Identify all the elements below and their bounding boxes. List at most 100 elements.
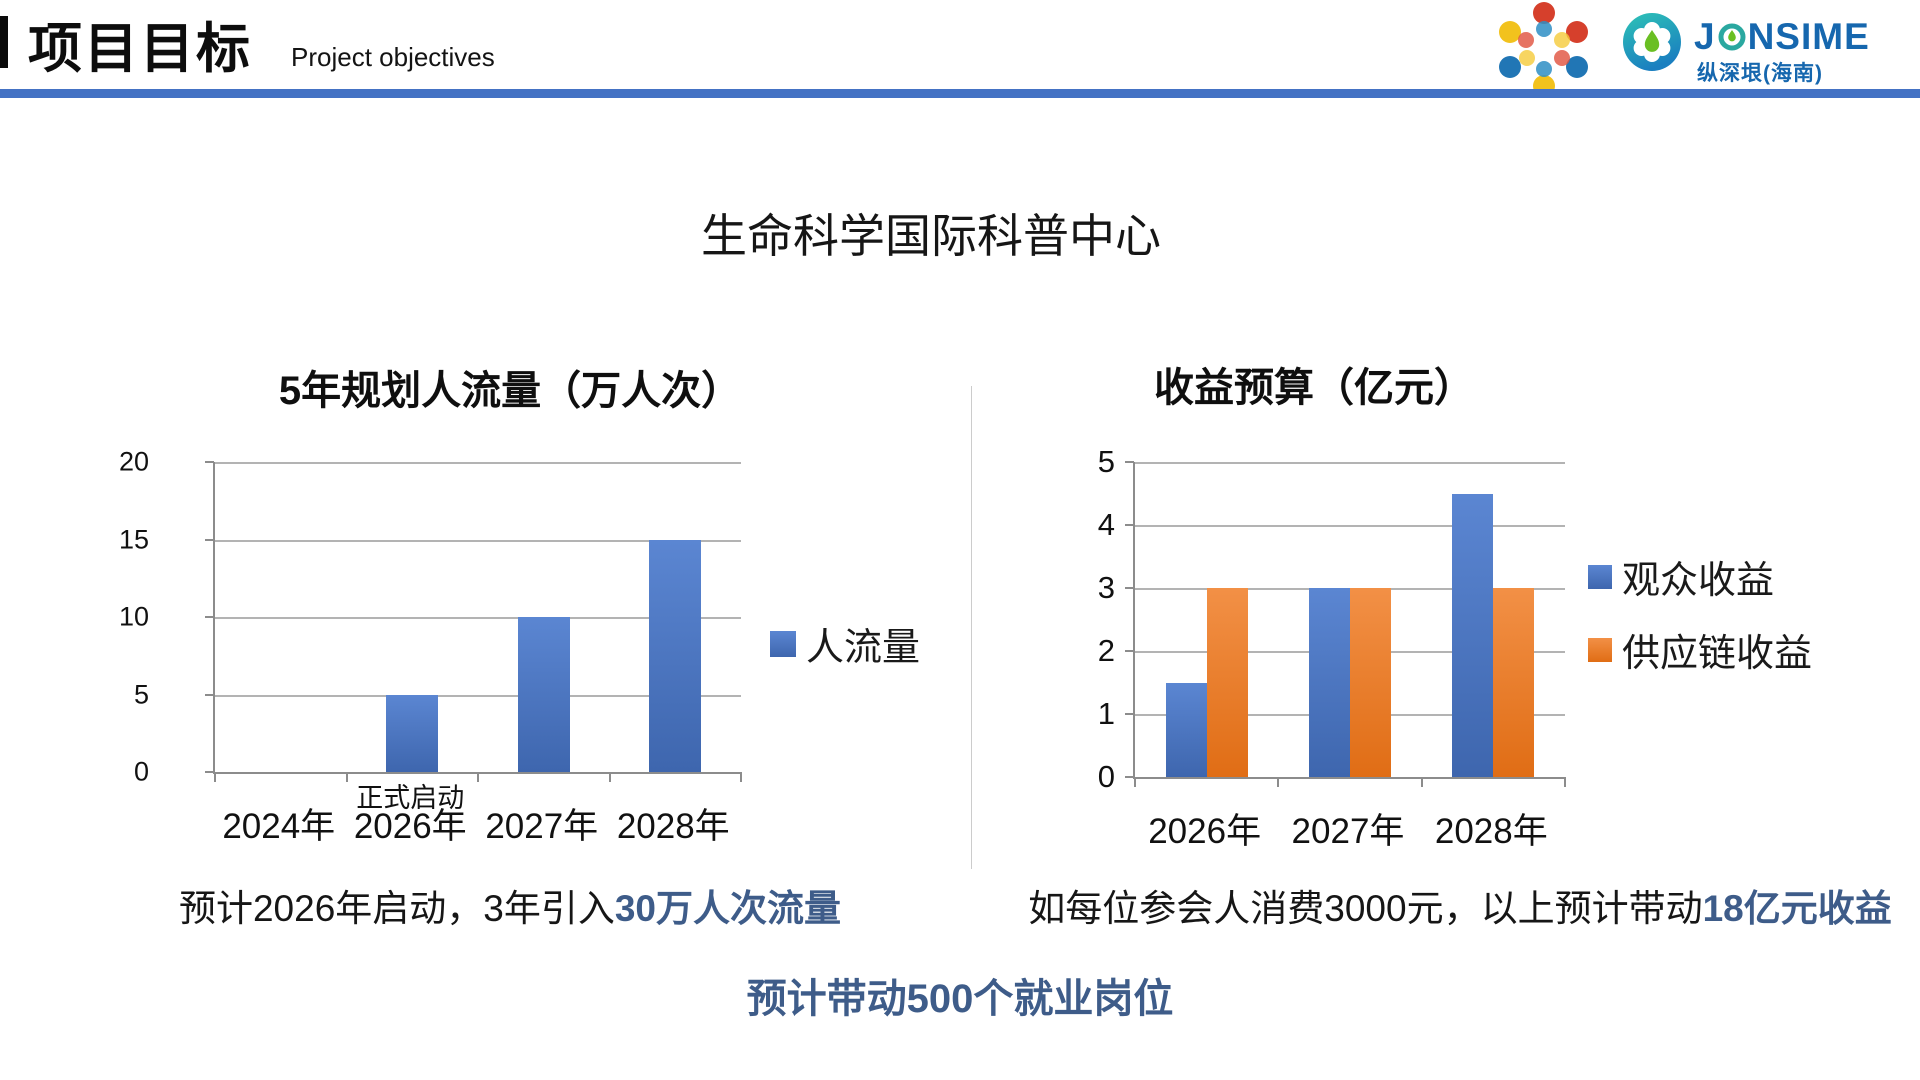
y-tick-label: 10 xyxy=(118,601,149,632)
legend-label: 供应链收益 xyxy=(1622,633,1813,675)
y-tick-label: 1 xyxy=(1097,696,1115,731)
y-tick-label: 0 xyxy=(1097,759,1115,794)
traffic-chart-plot: 0 5 10 15 20 xyxy=(119,447,742,787)
y-axis-tick xyxy=(1125,587,1134,589)
bar-观众收益-2026年 xyxy=(1165,682,1207,777)
y-axis-tick xyxy=(1125,461,1134,463)
caption-right-highlight: 18亿元收益 xyxy=(1702,888,1892,929)
caption-left-highlight: 30万人次流量 xyxy=(614,888,842,929)
y-axis-tick xyxy=(1125,524,1134,526)
caption-left-plain: 预计2026年启动，3年引入 xyxy=(178,888,615,929)
y-axis-tick xyxy=(1125,776,1134,778)
y-axis-tick xyxy=(205,693,214,696)
y-axis-tick xyxy=(1125,713,1134,715)
bar-人流量-2026年 xyxy=(386,694,439,772)
x-tick-label: 2028年 xyxy=(1434,812,1548,851)
jonsime-wordmark-j: J xyxy=(1694,16,1716,57)
traffic-chart-title: 5年规划人流量（万人次） xyxy=(278,369,742,413)
bar-供应链收益-2027年 xyxy=(1349,588,1391,777)
bar-观众收益-2027年 xyxy=(1308,588,1350,777)
revenue-chart-legend: 观众收益 供应链收益 xyxy=(1588,549,1812,677)
bar-观众收益-2028年 xyxy=(1452,493,1494,777)
bar-annotation: 正式启动 xyxy=(356,783,465,813)
y-tick-label: 2 xyxy=(1097,633,1115,668)
gridline xyxy=(1135,462,1565,464)
legend-label: 观众收益 xyxy=(1622,560,1775,602)
header-accent-bar xyxy=(0,16,8,68)
revenue-chart: 收益预算（亿元） 0 1 2 3 4 5 2026年 2027年 2028年 观众收益供应链收… xyxy=(1040,355,1910,851)
revenue-chart-title: 收益预算（亿元） xyxy=(1154,366,1474,410)
jonsime-o-gear-icon xyxy=(1718,23,1746,50)
legend-item: 供应链收益 xyxy=(1588,622,1812,677)
category-2026年 xyxy=(347,462,479,772)
x-tick-label: 2027年 xyxy=(485,807,599,846)
traffic-chart-legend: 人流量 xyxy=(770,616,920,671)
y-axis-tick xyxy=(205,461,214,463)
gridline xyxy=(1135,525,1565,527)
bar-供应链收益-2028年 xyxy=(1493,588,1535,777)
page-title: 项目目标 xyxy=(28,19,252,79)
x-axis-tick xyxy=(740,772,742,782)
jonsime-wordmark-nsime: NSIME xyxy=(1747,16,1870,57)
charts-divider xyxy=(971,386,972,869)
x-axis-tick xyxy=(608,772,611,782)
legend-item: 观众收益 xyxy=(1588,549,1812,604)
y-tick-label: 15 xyxy=(118,524,149,554)
category-2026年 xyxy=(1135,462,1278,777)
x-tick-label: 2026年 xyxy=(1148,812,1262,851)
caption-left: 预计2026年启动，3年引入30万人次流量 xyxy=(95,878,925,932)
jonsime-subtext: 纵深垠(海南) xyxy=(1697,62,1823,85)
traffic-chart: 5年规划人流量（万人次） 0 5 10 15 20 2024年 正式启动 2026年 2027… xyxy=(100,360,980,846)
page-subtitle: Project objectives xyxy=(291,42,495,72)
bar-供应链收益-2026年 xyxy=(1206,588,1248,777)
bar-人流量-2028年 xyxy=(649,539,702,772)
category-2028年 xyxy=(610,462,742,772)
legend-swatch-icon xyxy=(1588,564,1612,589)
x-axis-tick xyxy=(1564,777,1566,787)
x-axis-tick xyxy=(1134,777,1136,787)
main-title: 生命科学国际科普中心 xyxy=(701,210,1161,262)
molecule-logo-icon xyxy=(1499,2,1588,94)
caption-right-plain: 如每位参会人消费3000元，以上预计带动 xyxy=(1028,888,1703,929)
category-2024年 xyxy=(215,462,347,772)
gridline xyxy=(215,617,741,619)
y-tick-label: 3 xyxy=(1097,570,1115,605)
gridline xyxy=(215,462,741,464)
traffic-chart-x-axis: 2024年 正式启动 2026年 2027年 2028年 xyxy=(213,774,739,849)
bar-人流量-2027年 xyxy=(517,617,570,772)
y-tick-label: 5 xyxy=(133,679,149,709)
category-2027年 xyxy=(478,462,610,772)
caption-right: 如每位参会人消费3000元，以上预计带动18亿元收益 xyxy=(1020,878,1900,932)
gridline xyxy=(215,694,741,697)
gridline xyxy=(215,539,741,542)
category-2028年 xyxy=(1422,462,1565,777)
jonsime-logo: J NSIME 纵深垠(海南) xyxy=(1618,6,1908,86)
legend-item: 人流量 xyxy=(770,616,920,671)
y-axis-tick xyxy=(205,771,214,773)
y-axis-tick xyxy=(1125,650,1134,652)
x-axis-tick xyxy=(1277,777,1280,787)
y-axis-tick xyxy=(205,616,214,618)
y-tick-label: 5 xyxy=(1097,444,1115,479)
header-divider xyxy=(0,89,1920,98)
legend-swatch-icon xyxy=(770,630,796,657)
x-tick-label: 2027年 xyxy=(1291,812,1405,851)
jonsime-badge-icon xyxy=(1623,13,1681,71)
revenue-chart-x-axis: 2026年 2027年 2028年 xyxy=(1133,779,1563,854)
x-axis-tick xyxy=(214,772,216,782)
jonsime-wordmark: J NSIME xyxy=(1694,18,1870,55)
y-tick-label: 0 xyxy=(133,756,149,787)
caption-bottom: 预计带动500个就业岗位 xyxy=(746,977,1174,1021)
x-axis-tick xyxy=(345,772,348,782)
category-2027年 xyxy=(1278,462,1421,777)
y-tick-label: 4 xyxy=(1097,507,1115,542)
y-tick-label: 20 xyxy=(118,446,149,477)
x-tick-label: 2024年 xyxy=(222,807,336,846)
x-tick-label: 2028年 xyxy=(616,807,730,846)
revenue-chart-plot: 0 1 2 3 4 5 xyxy=(1098,444,1566,794)
x-axis-tick xyxy=(1420,777,1423,787)
legend-swatch-icon xyxy=(1588,637,1612,662)
y-axis-tick xyxy=(205,538,214,541)
x-axis-tick xyxy=(477,772,479,782)
